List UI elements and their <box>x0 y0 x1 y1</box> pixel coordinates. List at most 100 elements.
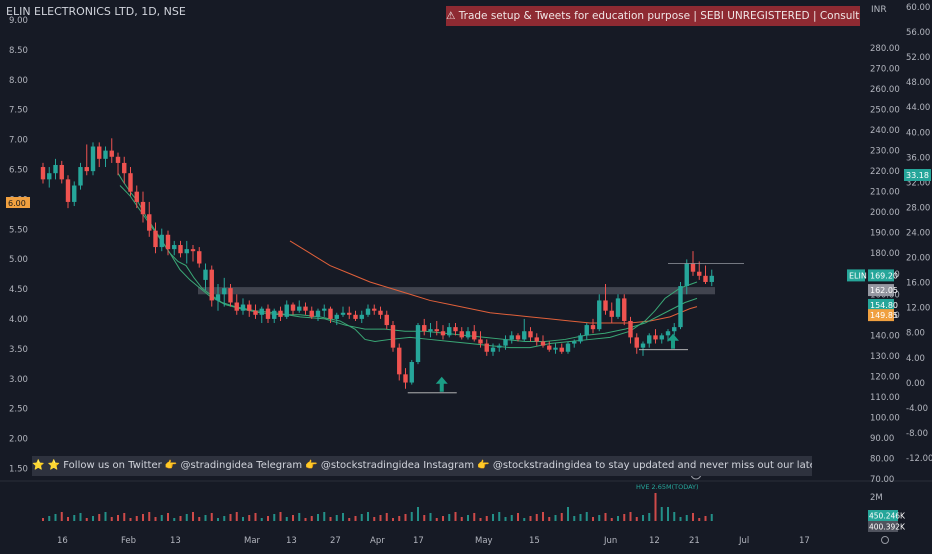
time-axis-tick: 16 <box>57 536 68 546</box>
disclaimer-banner: ⚠ Trade setup & Tweets for education pur… <box>446 6 860 26</box>
volume-bar <box>610 518 613 521</box>
volume-current-label: 450.246K <box>869 512 906 521</box>
candle-body <box>384 314 389 326</box>
candle-body <box>478 339 483 344</box>
candle-body <box>609 310 614 317</box>
candle-body <box>684 263 689 287</box>
candle-body <box>453 327 458 332</box>
candle-body <box>303 306 308 311</box>
volume-bar <box>623 514 626 521</box>
volume-bar <box>298 513 301 521</box>
price-label-text: 162.05 <box>870 286 898 295</box>
volume-bar <box>360 514 363 521</box>
volume-bar <box>123 513 126 521</box>
left-axis-tick: 3.00 <box>9 375 28 385</box>
percent-axis-tick: 16.00 <box>906 279 930 289</box>
volume-bar <box>485 516 488 521</box>
price-label <box>868 269 894 282</box>
candle-body <box>59 164 64 180</box>
volume-bar <box>129 518 132 521</box>
candle-body <box>647 335 652 344</box>
price-axis-tick: 260.00 <box>870 85 900 95</box>
candle-body <box>590 325 596 330</box>
volume-bar <box>398 516 401 521</box>
candle-body <box>334 314 339 319</box>
candle-body <box>103 150 108 159</box>
volume-bar <box>142 514 144 521</box>
price-axis-tick: 250.00 <box>870 106 900 116</box>
price-axis-tick: 220.00 <box>870 167 900 177</box>
candle-body <box>65 179 71 202</box>
volume-bar <box>417 507 419 521</box>
candle-body <box>322 308 327 311</box>
volume-bar <box>392 518 394 521</box>
volume-bar <box>573 516 576 521</box>
time-axis-tick: 21 <box>689 536 700 546</box>
volume-high-label: HVE 2.65M(TODAY) <box>636 483 699 491</box>
settings-icon <box>881 536 889 544</box>
time-axis-tick: Feb <box>121 536 136 546</box>
left-axis-tick: 2.00 <box>9 435 28 445</box>
candle-body <box>459 331 464 338</box>
volume-bar <box>160 515 163 521</box>
candle-body <box>353 314 358 319</box>
candle-body <box>440 331 446 336</box>
candle-body <box>428 329 433 332</box>
volume-bar <box>167 513 169 521</box>
left-axis-tick: 8.50 <box>9 46 28 56</box>
candle-body <box>240 304 246 311</box>
star-icon-left: ⭐ ⭐ <box>32 460 61 471</box>
price-label-text: 154.80 <box>870 301 898 310</box>
volume-bar <box>479 518 482 521</box>
candle-body <box>259 308 264 315</box>
time-axis-tick: Jul <box>738 536 749 546</box>
volume-bar <box>285 517 288 521</box>
volume-bar <box>79 513 82 521</box>
volume-bar <box>385 513 388 521</box>
price-axis-tick: 120.00 <box>870 372 900 382</box>
price-axis-tick: 280.00 <box>870 44 900 54</box>
candle-body <box>184 249 189 254</box>
percent-axis-tick: 8.00 <box>906 329 925 339</box>
volume-bar <box>54 514 57 521</box>
candle-body <box>415 325 421 363</box>
volume-bar <box>567 507 569 521</box>
volume-average-label: 400.392K <box>869 523 906 532</box>
left-axis-tick: 5.50 <box>9 225 28 235</box>
volume-bar <box>604 513 607 521</box>
volume-bar <box>579 514 582 521</box>
volume-label-bg-2 <box>868 521 898 532</box>
volume-bar <box>642 515 644 521</box>
volume-bar <box>460 517 463 521</box>
volume-bar <box>210 513 213 521</box>
moving-average-slow <box>289 240 698 324</box>
volume-bar <box>192 512 194 521</box>
price-axis-tick: 240.00 <box>870 126 900 136</box>
volume-bar <box>217 518 219 521</box>
volume-bar <box>560 513 563 521</box>
volume-bar <box>98 514 101 521</box>
volume-label-bg <box>868 510 898 521</box>
time-axis-tick: 13 <box>170 536 181 546</box>
volume-bar <box>548 517 551 521</box>
left-axis-tick: 1.50 <box>9 465 28 475</box>
candle-body <box>697 271 702 276</box>
volume-bar <box>317 514 319 521</box>
left-axis-tick: 9.00 <box>9 16 28 26</box>
volume-bar <box>204 515 207 521</box>
percent-axis-tick: 0.00 <box>906 379 925 389</box>
percent-axis-tick: 44.00 <box>906 103 930 113</box>
volume-bar <box>135 516 138 521</box>
candle-body <box>84 167 89 172</box>
volume-bar <box>673 512 676 521</box>
candle-body <box>72 185 77 202</box>
volume-bar <box>660 507 663 521</box>
candle-body <box>615 298 621 317</box>
symbol-tag <box>847 269 865 282</box>
candle-body <box>509 335 514 340</box>
time-axis-tick: 27 <box>330 536 341 546</box>
percent-axis-tick: -12.00 <box>906 454 932 464</box>
candle-body <box>578 335 583 342</box>
